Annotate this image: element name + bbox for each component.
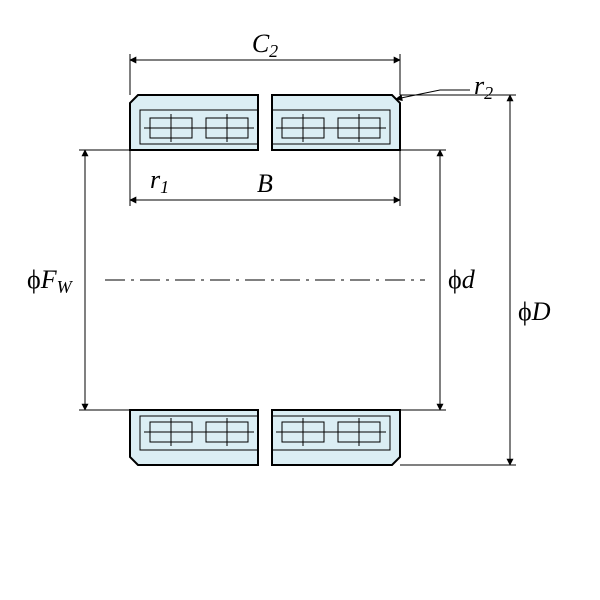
outer-ring-top-left: [130, 95, 258, 150]
label-r1: r1: [150, 165, 169, 197]
outer-ring-bot-left: [130, 410, 258, 465]
label-d: ϕd: [448, 265, 476, 294]
outer-ring-top-right: [272, 95, 400, 150]
label-D: ϕD: [518, 297, 551, 326]
label-C2: C2: [252, 29, 278, 61]
outer-ring-bot-right: [272, 410, 400, 465]
label-B: B: [257, 169, 273, 198]
label-Fw: ϕFW: [27, 265, 74, 297]
label-r2: r2: [474, 71, 493, 103]
